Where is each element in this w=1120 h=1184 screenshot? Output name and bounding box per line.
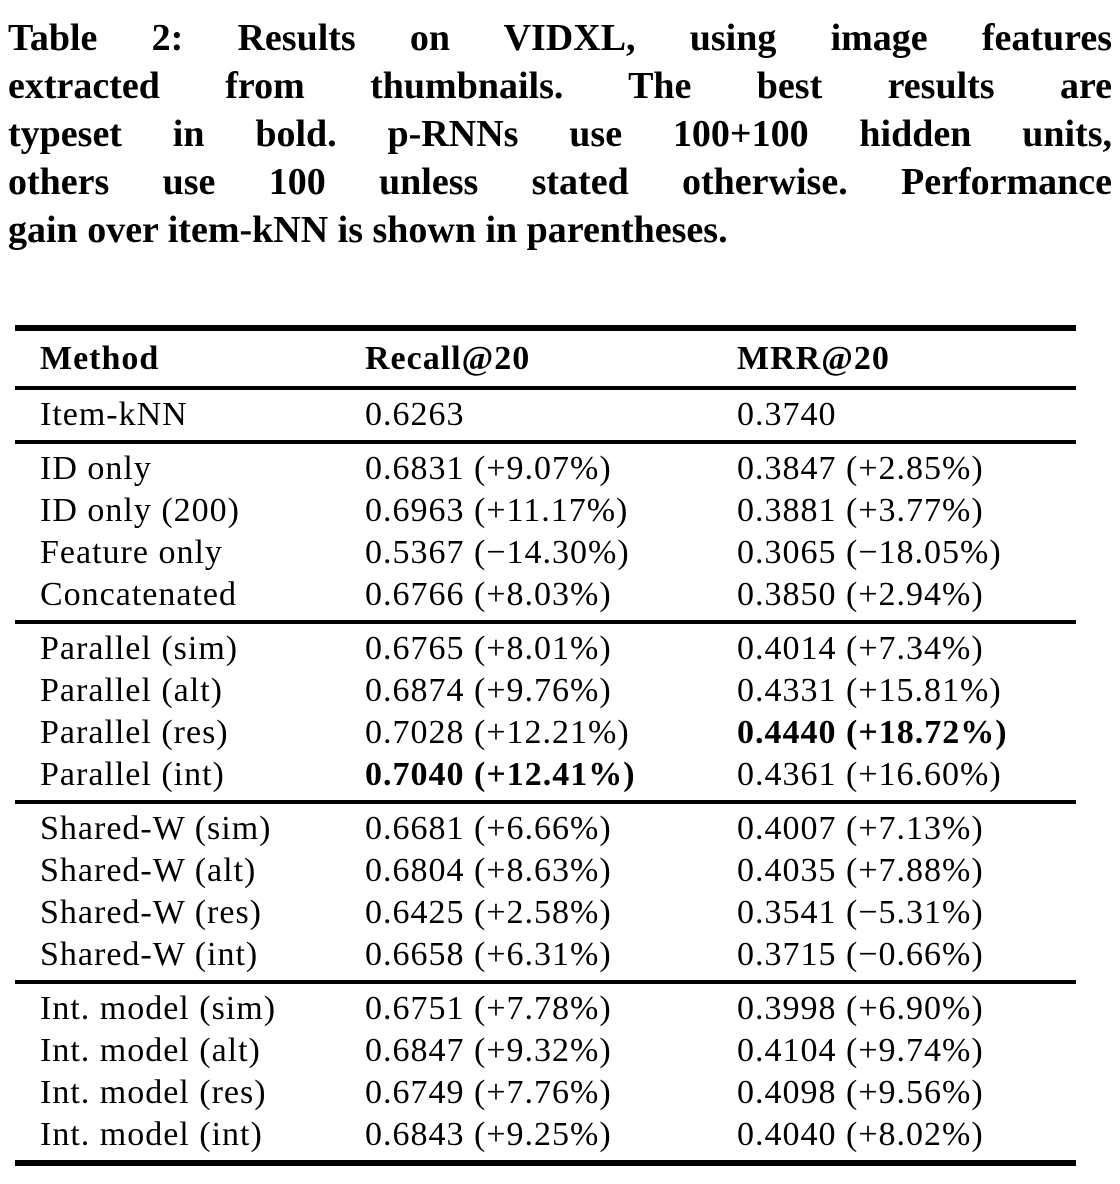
recall-cell: 0.5367 (−14.30%)	[365, 534, 630, 571]
table-row: Parallel (res) 0.7028 (+12.21%) 0.4440 (+1…	[15, 712, 1076, 754]
recall-cell: 0.6681 (+6.66%)	[365, 810, 612, 847]
recall-cell: 0.7040 (+12.41%)	[365, 756, 636, 793]
column-header-recall: Recall@20	[365, 339, 531, 377]
table-header-row: Method Recall@20 MRR@20	[15, 331, 1076, 390]
recall-cell: 0.7028 (+12.21%)	[365, 714, 630, 751]
table-section: Int. model (sim) 0.6751 (+7.78%) 0.3998 (+…	[15, 984, 1076, 1160]
recall-cell: 0.6874 (+9.76%)	[365, 672, 612, 709]
method-cell: Int. model (sim)	[40, 990, 277, 1027]
table-section: Parallel (sim) 0.6765 (+8.01%) 0.4014 (+7.…	[15, 624, 1076, 804]
method-cell: Concatenated	[40, 576, 238, 613]
caption-line: others use 100 unless stated otherwise. …	[8, 161, 1112, 203]
method-cell: Shared-W (res)	[40, 894, 263, 931]
table-caption: Table 2: Results on VIDXL, using image f…	[0, 0, 1120, 254]
mrr-cell: 0.4361 (+16.60%)	[737, 756, 1002, 793]
recall-cell: 0.6963 (+11.17%)	[365, 492, 629, 529]
recall-cell: 0.6749 (+7.76%)	[365, 1074, 612, 1111]
recall-cell: 0.6831 (+9.07%)	[365, 450, 612, 487]
recall-cell: 0.6843 (+9.25%)	[365, 1116, 612, 1153]
caption-line: gain over item-kNN is shown in parenthes…	[8, 209, 728, 251]
mrr-cell: 0.4098 (+9.56%)	[737, 1074, 984, 1111]
recall-cell: 0.6765 (+8.01%)	[365, 630, 612, 667]
mrr-cell: 0.4331 (+15.81%)	[737, 672, 1002, 709]
table-row: Parallel (alt) 0.6874 (+9.76%) 0.4331 (+15…	[15, 670, 1076, 712]
mrr-cell: 0.3847 (+2.85%)	[737, 450, 984, 487]
method-cell: Parallel (sim)	[40, 630, 239, 667]
table-row: Shared-W (res) 0.6425 (+2.58%) 0.3541 (−5.…	[15, 892, 1076, 934]
recall-cell: 0.6751 (+7.78%)	[365, 990, 612, 1027]
mrr-cell: 0.3065 (−18.05%)	[737, 534, 1002, 571]
table-row: Int. model (res) 0.6749 (+7.76%) 0.4098 (+…	[15, 1072, 1076, 1114]
table-row: Shared-W (sim) 0.6681 (+6.66%) 0.4007 (+7.…	[15, 808, 1076, 850]
table-row: Int. model (sim) 0.6751 (+7.78%) 0.3998 (+…	[15, 988, 1076, 1030]
recall-cell: 0.6425 (+2.58%)	[365, 894, 612, 931]
method-cell: Parallel (int)	[40, 756, 225, 793]
mrr-cell: 0.3715 (−0.66%)	[737, 936, 984, 973]
table-row: ID only (200) 0.6963 (+11.17%) 0.3881 (+3.…	[15, 490, 1076, 532]
mrr-cell: 0.3998 (+6.90%)	[737, 990, 984, 1027]
mrr-cell: 0.4035 (+7.88%)	[737, 852, 984, 889]
table-row: Item-kNN 0.6263 0.3740	[15, 394, 1076, 436]
method-cell: Parallel (alt)	[40, 672, 223, 709]
table-row: ID only 0.6831 (+9.07%) 0.3847 (+2.85%)	[15, 448, 1076, 490]
recall-cell: 0.6263	[365, 396, 465, 433]
mrr-cell: 0.3740	[737, 396, 837, 433]
results-table: Method Recall@20 MRR@20 Item-kNN 0.6263 0.…	[15, 325, 1076, 1166]
table-row: Shared-W (int) 0.6658 (+6.31%) 0.3715 (−0.…	[15, 934, 1076, 976]
method-cell: Int. model (int)	[40, 1116, 263, 1153]
recall-cell: 0.6658 (+6.31%)	[365, 936, 612, 973]
table-row: Concatenated 0.6766 (+8.03%) 0.3850 (+2.94…	[15, 574, 1076, 616]
mrr-cell: 0.3541 (−5.31%)	[737, 894, 984, 931]
method-cell: ID only (200)	[40, 492, 240, 529]
caption-line: typeset in bold. p-RNNs use 100+100 hidd…	[8, 113, 1112, 155]
mrr-cell: 0.3850 (+2.94%)	[737, 576, 984, 613]
table-section: ID only 0.6831 (+9.07%) 0.3847 (+2.85%) ID …	[15, 444, 1076, 624]
table-section: Item-kNN 0.6263 0.3740	[15, 390, 1076, 444]
table-row: Feature only 0.5367 (−14.30%) 0.3065 (−18.…	[15, 532, 1076, 574]
recall-cell: 0.6804 (+8.63%)	[365, 852, 612, 889]
table-row: Int. model (alt) 0.6847 (+9.32%) 0.4104 (+…	[15, 1030, 1076, 1072]
method-cell: Shared-W (int)	[40, 936, 259, 973]
table-section: Shared-W (sim) 0.6681 (+6.66%) 0.4007 (+7.…	[15, 804, 1076, 984]
table-row: Shared-W (alt) 0.6804 (+8.63%) 0.4035 (+7.…	[15, 850, 1076, 892]
method-cell: Shared-W (alt)	[40, 852, 257, 889]
mrr-cell: 0.4440 (+18.72%)	[737, 714, 1008, 751]
recall-cell: 0.6847 (+9.32%)	[365, 1032, 612, 1069]
table-row: Parallel (sim) 0.6765 (+8.01%) 0.4014 (+7.…	[15, 628, 1076, 670]
column-header-method: Method	[40, 339, 160, 377]
mrr-cell: 0.4007 (+7.13%)	[737, 810, 984, 847]
mrr-cell: 0.4104 (+9.74%)	[737, 1032, 984, 1069]
method-cell: Int. model (res)	[40, 1074, 267, 1111]
column-header-mrr: MRR@20	[737, 339, 890, 377]
method-cell: Parallel (res)	[40, 714, 229, 751]
method-cell: Shared-W (sim)	[40, 810, 272, 847]
table-row: Parallel (int) 0.7040 (+12.41%) 0.4361 (+1…	[15, 754, 1076, 796]
recall-cell: 0.6766 (+8.03%)	[365, 576, 612, 613]
mrr-cell: 0.3881 (+3.77%)	[737, 492, 984, 529]
caption-line: extracted from thumbnails. The best resu…	[8, 65, 1112, 107]
method-cell: Item-kNN	[40, 396, 188, 433]
method-cell: ID only	[40, 450, 152, 487]
mrr-cell: 0.4040 (+8.02%)	[737, 1116, 984, 1153]
method-cell: Int. model (alt)	[40, 1032, 261, 1069]
caption-line: Table 2: Results on VIDXL, using image f…	[8, 17, 1112, 59]
method-cell: Feature only	[40, 534, 223, 571]
table-row: Int. model (int) 0.6843 (+9.25%) 0.4040 (+…	[15, 1114, 1076, 1156]
mrr-cell: 0.4014 (+7.34%)	[737, 630, 984, 667]
